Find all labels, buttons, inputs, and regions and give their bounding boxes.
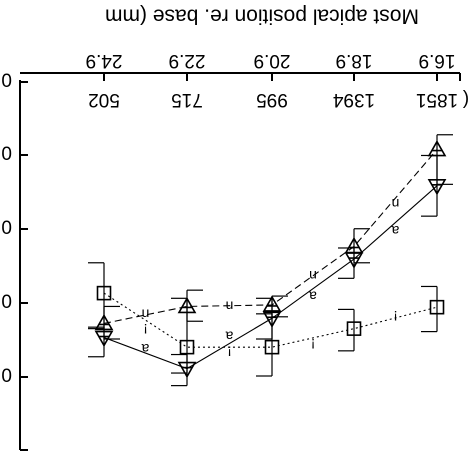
point-annotation: a xyxy=(391,223,399,239)
secondary-tick-label-extra: ( xyxy=(462,89,469,110)
top-tick-label: 18.9 xyxy=(336,50,373,71)
series-line-square xyxy=(103,292,438,348)
marker-triangle-down xyxy=(344,252,364,269)
series-lines xyxy=(103,149,438,370)
point-annotation: a xyxy=(141,341,149,357)
marker-square xyxy=(346,321,362,336)
marker-triangle-down xyxy=(262,311,282,328)
top-tick-label: 24.9 xyxy=(86,50,123,71)
data-markers xyxy=(94,139,447,379)
point-annotation: ! xyxy=(228,343,232,359)
marker-triangle-up xyxy=(262,295,282,312)
marker-triangle-down xyxy=(427,179,447,196)
top-tick-label: 20.9 xyxy=(254,50,291,71)
secondary-tick-label: 502 xyxy=(88,89,120,110)
point-annotation: a xyxy=(309,289,317,305)
y-axis: 0 0 0 0 0 xyxy=(1,71,28,451)
y-tick-label: 0 xyxy=(1,366,12,387)
marker-triangle-up xyxy=(177,296,197,314)
marker-triangle-up xyxy=(427,139,447,157)
marker-square xyxy=(179,339,195,355)
y-tick-label: 0 xyxy=(1,218,12,239)
marker-square xyxy=(96,285,112,301)
top-tick-label: 16.9 xyxy=(419,50,456,71)
point-annotation: ! xyxy=(394,308,398,324)
chart-title: Most apical position re. base (mm xyxy=(105,4,419,27)
top-axis-tick-labels: 24.9 22.9 20.9 18.9 16.9 xyxy=(86,50,456,71)
secondary-tick-label: 1851 xyxy=(416,89,458,110)
point-annotation: ! xyxy=(311,336,315,352)
point-annotation: n xyxy=(226,298,234,314)
secondary-tick-label: 995 xyxy=(256,89,288,110)
point-annotation: n xyxy=(309,268,317,284)
top-axis-ticks xyxy=(20,72,461,81)
secondary-tick-label: 1394 xyxy=(332,89,375,110)
top-tick-label: 22.9 xyxy=(169,50,206,71)
marker-square xyxy=(429,299,445,315)
secondary-axis-tick-labels: 502 715 995 1394 1851( xyxy=(88,89,469,110)
marker-triangle-up xyxy=(94,313,114,331)
marker-triangle-down xyxy=(177,361,197,379)
marker-triangle-down xyxy=(94,330,114,348)
y-tick-label: 0 xyxy=(1,292,12,313)
point-annotation: a xyxy=(225,329,233,345)
point-annotation: n xyxy=(142,306,150,322)
y-tick-label: 0 xyxy=(1,71,12,92)
point-annotation: n xyxy=(392,196,400,212)
point-annotation: ! xyxy=(144,321,148,337)
secondary-tick-label: 715 xyxy=(171,89,203,110)
point-annotations: n!ana!na!na! xyxy=(141,196,399,359)
series-line-triangle-up xyxy=(103,149,438,324)
y-tick-label: 0 xyxy=(1,144,12,165)
marker-square xyxy=(264,339,280,355)
